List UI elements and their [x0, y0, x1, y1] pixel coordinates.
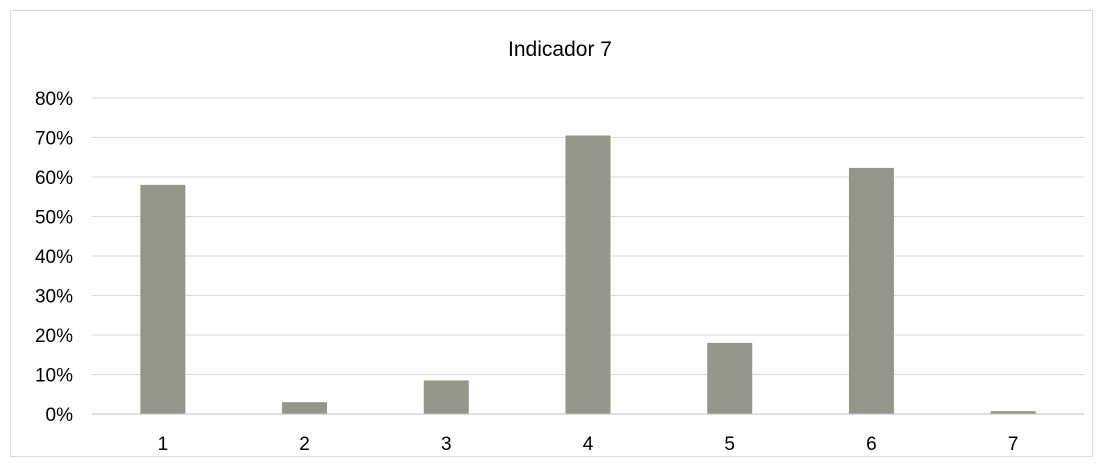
x-axis-tick-labels: 1 2 3 4 5 6 7: [158, 434, 1019, 455]
y-tick-label: 50%: [35, 208, 73, 229]
y-tick-label: 80%: [35, 89, 73, 110]
x-tick-label: 1: [158, 434, 169, 455]
bar-3: [423, 380, 469, 414]
y-tick-label: 60%: [35, 168, 73, 189]
chart-frame: [10, 10, 1093, 457]
x-tick-label: 7: [1008, 434, 1019, 455]
bar-2: [282, 402, 328, 414]
chart-title: Indicador 7: [508, 38, 612, 61]
x-tick-label: 6: [866, 434, 877, 455]
bar-4: [565, 135, 611, 414]
bar-6: [848, 167, 894, 414]
x-tick-label: 2: [299, 434, 310, 455]
y-tick-label: 0%: [46, 405, 74, 426]
bars: [140, 135, 1036, 414]
y-tick-label: 40%: [35, 247, 73, 268]
bar-7: [990, 411, 1036, 414]
x-tick-label: 4: [583, 434, 594, 455]
x-tick-label: 5: [724, 434, 735, 455]
y-tick-label: 10%: [35, 366, 73, 387]
bar-1: [140, 184, 186, 414]
bar-5: [707, 342, 753, 414]
y-axis-tick-labels: 0% 10% 20% 30% 40% 50% 60% 70% 80%: [35, 89, 73, 426]
y-tick-label: 70%: [35, 129, 73, 150]
y-tick-label: 20%: [35, 326, 73, 347]
x-tick-label: 3: [441, 434, 452, 455]
y-tick-label: 30%: [35, 287, 73, 308]
